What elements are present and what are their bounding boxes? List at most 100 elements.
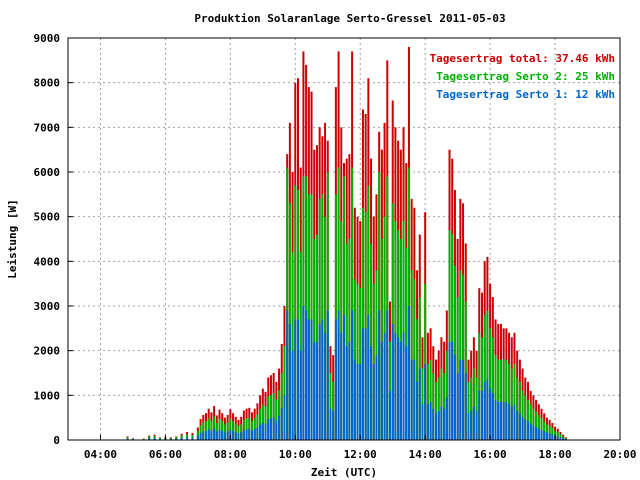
bar-serto-2 — [324, 216, 327, 440]
bar-serto-2 — [345, 243, 348, 440]
bar-serto-1 — [126, 438, 129, 440]
bar-serto-1 — [159, 438, 161, 440]
bar-serto-2 — [329, 373, 332, 440]
bar-serto-1 — [269, 418, 272, 440]
bar-serto-1 — [199, 432, 202, 440]
bar-serto-2 — [372, 283, 375, 440]
bar-serto-1 — [348, 341, 351, 440]
bar-serto-1 — [513, 404, 516, 440]
bar-serto-1 — [213, 428, 216, 440]
bar-serto-1 — [389, 390, 391, 440]
bar-serto-2 — [397, 230, 400, 440]
x-tick-label: 06:00 — [149, 448, 182, 461]
bar-serto-2 — [305, 176, 308, 440]
y-tick-label: 0 — [53, 434, 60, 447]
bar-serto-2 — [464, 301, 467, 440]
bar-serto-1 — [443, 408, 446, 440]
bar-serto-2 — [559, 434, 562, 440]
bar-serto-2 — [261, 404, 264, 440]
bar-serto-2 — [229, 418, 232, 440]
bar-serto-1 — [483, 381, 486, 440]
bar-serto-2 — [475, 377, 478, 440]
bar-serto-1 — [551, 434, 554, 440]
bar-serto-2 — [213, 416, 216, 440]
bar-serto-1 — [148, 438, 151, 440]
bar-serto-2 — [348, 239, 351, 440]
bar-serto-1 — [437, 410, 440, 440]
bar-serto-1 — [305, 310, 308, 440]
bar-serto-1 — [326, 310, 329, 440]
bar-serto-2 — [478, 332, 481, 440]
bar-serto-2 — [502, 359, 505, 440]
bar-serto-1 — [359, 364, 362, 440]
bar-serto-1 — [288, 323, 291, 440]
bar-serto-2 — [364, 212, 367, 440]
bar-serto-1 — [332, 410, 335, 440]
bar-serto-1 — [299, 350, 302, 440]
bar-serto-1 — [505, 402, 508, 440]
bar-serto-1 — [497, 402, 500, 440]
bar-serto-2 — [264, 406, 267, 440]
bar-serto-2 — [486, 310, 489, 440]
bar-serto-1 — [413, 359, 416, 440]
bar-serto-2 — [313, 239, 316, 440]
bar-serto-2 — [340, 221, 343, 440]
bar-serto-1 — [291, 350, 294, 440]
bar-serto-2 — [491, 337, 494, 440]
bar-serto-2 — [383, 216, 386, 440]
bar-serto-2 — [321, 194, 324, 440]
bar-serto-1 — [472, 406, 475, 440]
bar-serto-2 — [513, 364, 516, 440]
bar-serto-1 — [361, 328, 364, 440]
bar-serto-1 — [391, 323, 394, 440]
y-tick-label: 2000 — [34, 345, 61, 358]
bar-serto-1 — [307, 319, 310, 440]
bar-serto-1 — [264, 423, 267, 440]
bar-serto-1 — [242, 430, 245, 440]
bar-serto-1 — [343, 314, 345, 440]
bar-serto-1 — [448, 341, 451, 440]
bar-serto-2 — [516, 377, 519, 440]
bar-serto-1 — [196, 435, 199, 440]
bar-serto-2 — [540, 418, 543, 440]
bar-serto-2 — [232, 421, 235, 440]
bar-serto-1 — [283, 395, 286, 440]
bar-serto-1 — [545, 432, 548, 440]
bar-serto-1 — [321, 319, 324, 440]
bar-serto-2 — [334, 194, 337, 440]
bar-serto-2 — [221, 421, 224, 440]
x-tick-label: 04:00 — [84, 448, 117, 461]
bar-serto-1 — [556, 436, 559, 440]
bar-serto-1 — [370, 346, 373, 440]
bar-serto-2 — [202, 422, 205, 440]
bar-serto-2 — [256, 414, 259, 440]
bar-serto-1 — [453, 355, 456, 440]
bar-serto-1 — [380, 341, 383, 440]
bar-serto-2 — [524, 395, 527, 440]
bar-serto-2 — [399, 239, 402, 440]
bar-serto-1 — [548, 433, 551, 440]
bar-serto-2 — [410, 270, 413, 440]
bar-serto-1 — [537, 428, 540, 440]
bar-serto-2 — [223, 424, 226, 440]
bar-serto-1 — [261, 422, 264, 440]
bar-serto-1 — [218, 429, 221, 440]
bar-serto-2 — [467, 381, 470, 440]
bar-serto-2 — [367, 185, 370, 440]
bar-serto-2 — [407, 167, 410, 440]
x-tick-label: 08:00 — [214, 448, 247, 461]
bar-serto-1 — [394, 332, 397, 440]
bar-serto-1 — [521, 416, 524, 440]
bar-serto-2 — [180, 435, 183, 440]
bar-serto-1 — [535, 427, 538, 440]
bar-serto-2 — [207, 418, 210, 440]
bar-serto-1 — [180, 437, 183, 440]
bar-serto-2 — [169, 438, 172, 440]
bar-serto-1 — [175, 438, 178, 440]
bar-serto-1 — [280, 407, 283, 440]
bar-serto-2 — [351, 167, 354, 440]
bar-serto-1 — [508, 404, 511, 440]
bar-serto-2 — [529, 404, 532, 440]
bar-serto-2 — [437, 377, 440, 440]
